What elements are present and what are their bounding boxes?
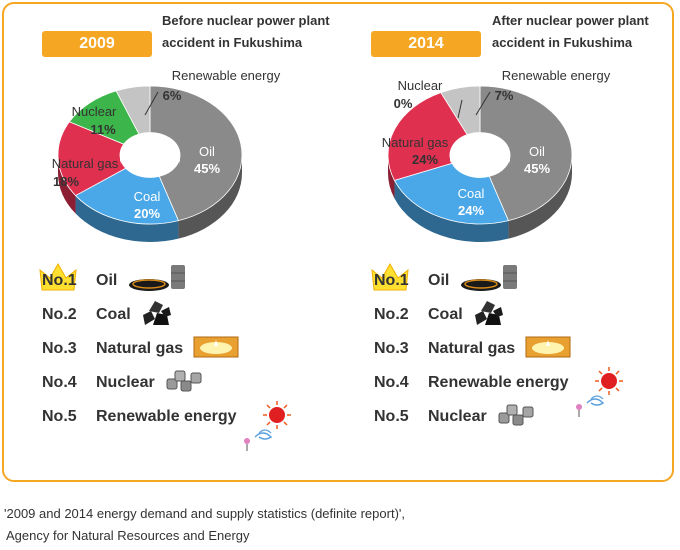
slice-label-nuclear: Nuclear <box>72 104 117 119</box>
slice-label-natural-gas: Natural gas <box>382 135 449 150</box>
donut-chart-2014: Oil 45% Coal 24% Natural gas 24% Nuclear… <box>382 68 611 243</box>
rank-source-name: Oil <box>96 272 118 289</box>
slice-label-oil: Oil <box>529 144 545 159</box>
slice-label-renewable: Renewable energy <box>172 68 281 83</box>
rank-source-name: Coal <box>428 306 463 323</box>
rank-number: No.4 <box>374 374 409 391</box>
source-line-1: '2009 and 2014 energy demand and supply … <box>4 506 405 521</box>
panel-2009: 2009 Before nuclear power plant accident… <box>0 0 340 480</box>
gas-flame-icon <box>193 336 239 363</box>
heading-line-1: After nuclear power plant <box>492 13 649 28</box>
rank-source-name: Oil <box>428 272 450 289</box>
panel-heading: Before nuclear power plant accident in F… <box>162 10 362 54</box>
rank-number: No.2 <box>42 306 77 323</box>
panel-heading: After nuclear power plant accident in Fu… <box>492 10 680 54</box>
ranking-row: No.1 Oil <box>371 262 521 298</box>
fuel-rods-icon <box>497 403 537 432</box>
slice-side-coal <box>75 195 179 242</box>
slices <box>387 85 573 243</box>
slice-value-natural-gas: 18% <box>53 174 79 189</box>
rank-source-name: Nuclear <box>96 374 155 391</box>
rank-number: No.3 <box>42 340 77 357</box>
fuel-rods-icon <box>165 369 205 398</box>
slice-side-oil <box>178 155 242 239</box>
donut-hole <box>450 132 510 165</box>
slice-value-coal: 24% <box>458 203 484 218</box>
slice-value-coal: 20% <box>134 206 160 221</box>
oil-icon <box>127 264 189 298</box>
rank-number: No.2 <box>374 306 409 323</box>
year-badge: 2014 <box>371 31 481 57</box>
slice-value-nuclear: 0% <box>394 96 413 111</box>
rank-source-name: Nuclear <box>428 408 487 425</box>
rank-number: No.1 <box>39 262 96 291</box>
rank-number: No.1 <box>371 262 428 291</box>
slice-coal <box>74 167 179 225</box>
slice-label-nuclear: Nuclear <box>398 78 443 93</box>
heading-line-1: Before nuclear power plant <box>162 13 330 28</box>
coal-icon <box>141 299 173 332</box>
donut-hole <box>120 132 180 165</box>
ranking-row: No.5 Nuclear <box>374 402 537 432</box>
ranking-row: No.3 Natural gas <box>374 334 571 364</box>
source-citation: '2009 and 2014 energy demand and supply … <box>4 503 405 547</box>
rank-source-name: Natural gas <box>428 340 516 357</box>
heading-line-2: accident in Fukushima <box>162 35 303 50</box>
source-line-2: Agency for Natural Resources and Energy <box>6 528 250 543</box>
rank-source-name: Renewable energy <box>96 408 237 425</box>
ranking-row: No.4 Nuclear <box>42 368 205 398</box>
slice-value-renewable: 6% <box>163 88 182 103</box>
oil-icon <box>459 264 521 298</box>
rank-number: No.5 <box>374 408 409 425</box>
slice-side-oil <box>508 155 572 239</box>
slice-value-renewable: 7% <box>495 88 514 103</box>
slice-label-natural-gas: Natural gas <box>52 156 119 171</box>
ranking-row: No.2 Coal <box>374 300 505 330</box>
sun-wind-icon <box>573 366 629 424</box>
ranking-row: No.2 Coal <box>42 300 173 330</box>
ranking-row: No.4 Renewable energy <box>374 366 629 417</box>
ranking-row: No.3 Natural gas <box>42 334 239 364</box>
rank-number: No.4 <box>42 374 77 391</box>
nuclear-leader-line <box>457 99 463 119</box>
heading-line-2: accident in Fukushima <box>492 35 633 50</box>
slices <box>57 85 243 242</box>
renewable-leader-line <box>144 91 159 116</box>
slice-label-coal: Coal <box>458 186 485 201</box>
slice-value-oil: 45% <box>194 161 220 176</box>
crown-icon <box>39 262 77 291</box>
slice-natural-gas <box>57 121 127 197</box>
year-badge: 2009 <box>42 31 152 57</box>
slice-value-oil: 45% <box>524 161 550 176</box>
renewable-leader-line <box>475 91 491 116</box>
rank-number: No.3 <box>374 340 409 357</box>
slice-label-renewable: Renewable energy <box>502 68 611 83</box>
slice-side-natural-gas <box>58 155 76 214</box>
rank-source-name: Natural gas <box>96 340 184 357</box>
rank-source-name: Renewable energy <box>428 374 569 391</box>
ranking-row: No.5 Renewable energy <box>42 400 297 451</box>
ranking-row: No.1 Oil <box>39 262 189 298</box>
slice-side-natural-gas <box>388 155 395 199</box>
slice-label-coal: Coal <box>134 189 161 204</box>
coal-icon <box>473 299 505 332</box>
slice-side-coal <box>394 180 509 243</box>
slice-value-natural-gas: 24% <box>412 152 438 167</box>
sun-wind-icon <box>241 400 297 458</box>
slice-coal <box>393 162 509 225</box>
panel-2014: 2014 After nuclear power plant accident … <box>340 0 680 480</box>
donut-chart-2009: Oil 45% Coal 20% Natural gas 18% Nuclear… <box>52 68 281 242</box>
slice-label-oil: Oil <box>199 144 215 159</box>
gas-flame-icon <box>525 336 571 363</box>
crown-icon <box>371 262 409 291</box>
rank-source-name: Coal <box>96 306 131 323</box>
slice-value-nuclear: 11% <box>90 122 116 137</box>
panel-frame <box>2 2 674 482</box>
rank-number: No.5 <box>42 408 77 425</box>
